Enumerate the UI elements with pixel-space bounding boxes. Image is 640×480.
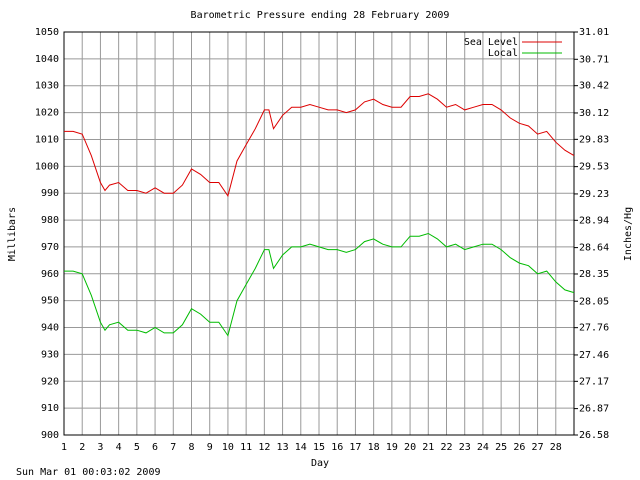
x-tick-label: 3 [97, 442, 103, 453]
x-tick-label: 8 [188, 442, 194, 453]
y-tick-label: 980 [41, 215, 59, 226]
y2-tick-label: 26.58 [579, 430, 609, 441]
x-tick-label: 11 [240, 442, 252, 453]
x-tick-label: 18 [368, 442, 380, 453]
y2-tick-label: 30.71 [579, 54, 609, 65]
x-tick-label: 4 [116, 442, 122, 453]
chart-title: Barometric Pressure ending 28 February 2… [191, 10, 450, 21]
x-tick-label: 16 [331, 442, 343, 453]
y-tick-label: 910 [41, 403, 59, 414]
x-tick-label: 10 [222, 442, 234, 453]
legend-label: Sea Level [464, 37, 518, 48]
plot-border [63, 31, 575, 436]
y2-tick-label: 26.87 [579, 404, 609, 415]
x-tick-label: 17 [349, 442, 361, 453]
y2-tick-label: 27.17 [579, 376, 609, 387]
x-tick-label: 22 [440, 442, 452, 453]
y-tick-label: 970 [41, 242, 59, 253]
x-tick-label: 1 [61, 442, 67, 453]
x-tick-label: 5 [134, 442, 140, 453]
x-tick-label: 7 [170, 442, 176, 453]
y-tick-label: 930 [41, 349, 59, 360]
series-line [64, 232, 575, 337]
x-tick-label: 2 [79, 442, 85, 453]
x-tick-label: 21 [422, 442, 434, 453]
x-tick-label: 24 [477, 442, 489, 453]
y-tick-label: 940 [41, 323, 59, 334]
y-tick-label: 950 [41, 296, 59, 307]
x-tick-label: 20 [404, 442, 416, 453]
y-tick-label: 1030 [35, 81, 59, 92]
y2-tick-label: 28.35 [579, 269, 609, 280]
x-tick-label: 9 [207, 442, 213, 453]
y2-tick-label: 29.23 [579, 189, 609, 200]
series-line [64, 93, 575, 198]
x-tick-label: 14 [295, 442, 307, 453]
y2-tick-label: 30.12 [579, 108, 609, 119]
x-tick-label: 23 [459, 442, 471, 453]
y-tick-label: 1010 [35, 134, 59, 145]
y-tick-label: 1050 [35, 27, 59, 38]
x-tick-label: 15 [313, 442, 325, 453]
y2-axis-label: Inches/Hg [623, 207, 634, 261]
x-tick-label: 13 [277, 442, 289, 453]
x-tick-label: 25 [495, 442, 507, 453]
x-tick-label: 28 [550, 442, 562, 453]
y2-tick-label: 29.53 [579, 162, 609, 173]
x-tick-label: 27 [532, 442, 544, 453]
x-axis-label: Day [311, 458, 329, 469]
x-tick-label: 12 [258, 442, 270, 453]
timestamp: Sun Mar 01 00:03:02 2009 [16, 467, 161, 478]
x-tick-label: 19 [386, 442, 398, 453]
y2-tick-label: 27.46 [579, 350, 609, 361]
y-axis-label: Millibars [7, 207, 18, 261]
y-tick-label: 1040 [35, 54, 59, 65]
y2-tick-label: 31.01 [579, 27, 609, 38]
y-tick-label: 1000 [35, 161, 59, 172]
y2-tick-label: 28.64 [579, 243, 609, 254]
y2-tick-label: 30.42 [579, 81, 609, 92]
y-tick-label: 900 [41, 430, 59, 441]
y-tick-label: 920 [41, 376, 59, 387]
y-tick-label: 1020 [35, 108, 59, 119]
y-tick-label: 990 [41, 188, 59, 199]
y2-tick-label: 27.76 [579, 323, 609, 334]
y-tick-label: 960 [41, 269, 59, 280]
legend-label: Local [488, 48, 518, 59]
x-tick-label: 26 [513, 442, 525, 453]
y2-tick-label: 29.83 [579, 134, 609, 145]
y2-tick-label: 28.94 [579, 215, 609, 226]
x-tick-label: 6 [152, 442, 158, 453]
y2-tick-label: 28.05 [579, 296, 609, 307]
